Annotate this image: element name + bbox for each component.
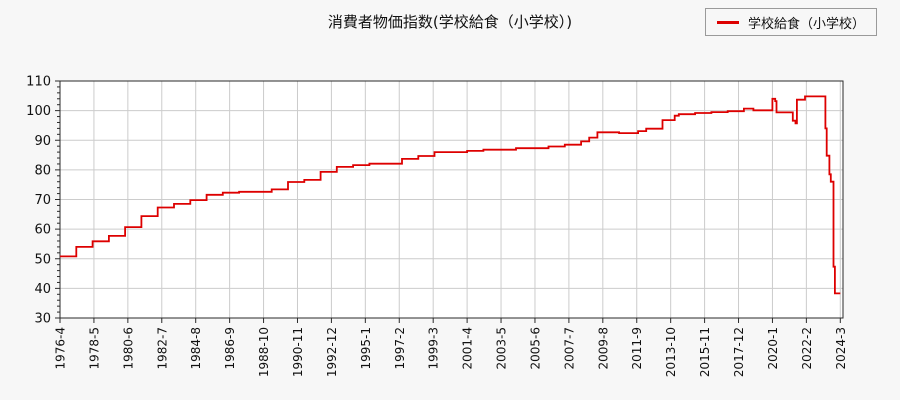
series-line-学校給食（小学校） (60, 95, 841, 295)
y-axis-label: 90 (34, 134, 51, 149)
x-axis-label: 1986-9 (223, 327, 237, 370)
x-axis-label: 2024-3 (834, 327, 848, 370)
x-axis-label: 1982-7 (155, 327, 169, 370)
x-axis-label: 1995-1 (359, 327, 373, 370)
x-axis-label: 2013-10 (664, 327, 678, 377)
legend-series-label: 学校給食（小学校） (748, 16, 866, 32)
x-axis-label: 1990-11 (291, 327, 305, 377)
y-axis-label: 80 (34, 163, 51, 178)
x-axis-label: 1978-5 (87, 327, 101, 370)
x-axis-label: 2011-9 (630, 327, 644, 370)
legend-line-swatch-icon (717, 20, 739, 24)
y-axis-label: 110 (26, 75, 51, 90)
x-axis-label: 1992-12 (325, 327, 339, 377)
legend-box: 学校給食（小学校） (705, 8, 878, 36)
x-axis-label: 1984-8 (189, 327, 203, 370)
x-axis-label: 1997-2 (393, 327, 407, 370)
y-axis-label: 50 (34, 252, 51, 267)
x-axis-label: 1999-3 (427, 327, 441, 370)
x-axis-label: 2022-2 (800, 327, 814, 370)
x-axis-label: 2007-7 (562, 327, 576, 370)
x-axis-label: 2020-1 (766, 327, 780, 370)
x-axis-label: 2015-11 (698, 327, 712, 377)
x-axis-label: 2003-5 (495, 327, 509, 370)
x-axis-label: 1976-4 (54, 327, 68, 370)
x-axis-label: 2005-6 (528, 327, 542, 370)
y-axis-label: 100 (26, 104, 51, 119)
y-axis-label: 70 (34, 193, 51, 208)
y-axis-label: 40 (34, 282, 51, 297)
chart-title: 消費者物価指数(学校給食（小学校）) (327, 13, 573, 31)
x-axis-label: 1988-10 (257, 327, 271, 377)
x-axis-label: 2017-12 (732, 327, 746, 377)
y-axis-label: 30 (34, 312, 51, 327)
x-axis-label: 1980-6 (121, 327, 135, 370)
x-axis-label: 2001-4 (461, 327, 475, 370)
x-axis-label: 2009-8 (596, 327, 610, 370)
y-axis-label: 60 (34, 223, 51, 238)
